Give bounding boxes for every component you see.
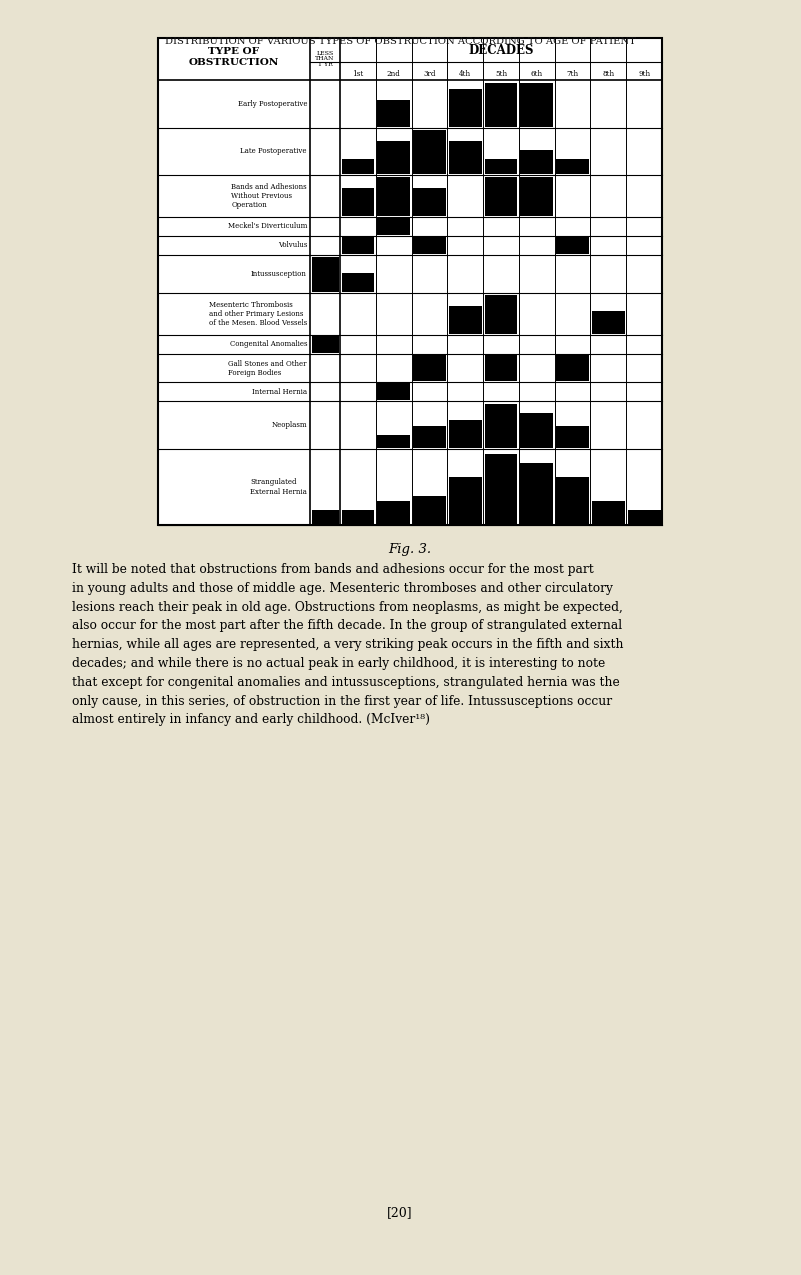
Bar bbox=[592, 311, 625, 334]
Text: Strangulated
External Hernia: Strangulated External Hernia bbox=[250, 478, 307, 496]
Bar bbox=[485, 296, 517, 334]
Bar bbox=[413, 187, 446, 215]
Bar bbox=[312, 258, 339, 292]
Bar bbox=[592, 501, 625, 524]
Bar bbox=[485, 356, 517, 381]
Bar bbox=[521, 413, 553, 448]
Bar bbox=[556, 356, 589, 381]
Bar bbox=[556, 426, 589, 448]
Bar bbox=[158, 38, 662, 525]
Bar bbox=[449, 306, 481, 334]
Bar bbox=[521, 83, 553, 126]
Bar bbox=[377, 218, 410, 235]
Bar bbox=[485, 404, 517, 448]
Text: 2nd: 2nd bbox=[387, 70, 400, 78]
Bar bbox=[377, 382, 410, 400]
Text: Internal Hernia: Internal Hernia bbox=[252, 388, 307, 395]
Text: It will be noted that obstructions from bands and adhesions occur for the most p: It will be noted that obstructions from … bbox=[72, 564, 623, 727]
Bar bbox=[556, 236, 589, 254]
Bar bbox=[485, 177, 517, 215]
Bar bbox=[312, 335, 339, 353]
Bar bbox=[341, 159, 374, 175]
Bar bbox=[413, 130, 446, 175]
Bar bbox=[377, 501, 410, 524]
Bar bbox=[341, 510, 374, 524]
Text: 7th: 7th bbox=[566, 70, 578, 78]
Text: Early Postoperative: Early Postoperative bbox=[238, 99, 307, 108]
Text: Late Postoperative: Late Postoperative bbox=[240, 148, 307, 156]
Text: 5th: 5th bbox=[495, 70, 507, 78]
Bar bbox=[628, 510, 661, 524]
Bar bbox=[341, 273, 374, 292]
Bar bbox=[521, 150, 553, 175]
Bar bbox=[556, 159, 589, 175]
Bar bbox=[377, 101, 410, 126]
Text: Fig. 3.: Fig. 3. bbox=[388, 543, 432, 556]
Text: 6th: 6th bbox=[531, 70, 543, 78]
Text: DISTRIBUTION OF VARIOUS TYPES OF OBSTRUCTION ACCORDING TO AGE OF PATIENT: DISTRIBUTION OF VARIOUS TYPES OF OBSTRUC… bbox=[164, 37, 635, 46]
Bar bbox=[377, 142, 410, 175]
Text: Meckel's Diverticulum: Meckel's Diverticulum bbox=[227, 222, 307, 231]
Bar bbox=[413, 496, 446, 524]
Bar bbox=[485, 83, 517, 126]
Text: 4th: 4th bbox=[459, 70, 471, 78]
Text: LESS
THAN
1 YR: LESS THAN 1 YR bbox=[316, 51, 335, 66]
Bar bbox=[377, 177, 410, 215]
Bar bbox=[413, 426, 446, 448]
Text: 1st: 1st bbox=[352, 70, 364, 78]
Bar bbox=[413, 236, 446, 254]
Text: 9th: 9th bbox=[638, 70, 650, 78]
Bar bbox=[556, 477, 589, 524]
Text: TYPE OF
OBSTRUCTION: TYPE OF OBSTRUCTION bbox=[189, 47, 280, 68]
Text: 3rd: 3rd bbox=[423, 70, 436, 78]
Text: Neoplasm: Neoplasm bbox=[272, 421, 307, 430]
Bar bbox=[521, 177, 553, 215]
Bar bbox=[377, 435, 410, 448]
Text: Intussusception: Intussusception bbox=[252, 270, 307, 278]
Text: 8th: 8th bbox=[602, 70, 614, 78]
Bar bbox=[341, 187, 374, 215]
Text: Mesenteric Thrombosis
and other Primary Lesions
of the Mesen. Blood Vessels: Mesenteric Thrombosis and other Primary … bbox=[209, 301, 307, 328]
Bar bbox=[413, 356, 446, 381]
Bar bbox=[312, 510, 339, 524]
Bar bbox=[341, 236, 374, 254]
Text: [20]: [20] bbox=[387, 1206, 413, 1219]
Bar bbox=[449, 477, 481, 524]
Text: Congenital Anomalies: Congenital Anomalies bbox=[230, 340, 307, 348]
Bar bbox=[449, 89, 481, 126]
Text: Bands and Adhesions
Without Previous
Operation: Bands and Adhesions Without Previous Ope… bbox=[231, 182, 307, 209]
Text: DECADES: DECADES bbox=[469, 43, 533, 56]
Text: Gall Stones and Other
Foreign Bodies: Gall Stones and Other Foreign Bodies bbox=[228, 360, 307, 376]
Text: Volvulus: Volvulus bbox=[278, 241, 307, 250]
Bar bbox=[449, 142, 481, 175]
Bar bbox=[485, 159, 517, 175]
Bar bbox=[485, 454, 517, 524]
Bar bbox=[521, 463, 553, 524]
Bar bbox=[449, 419, 481, 448]
